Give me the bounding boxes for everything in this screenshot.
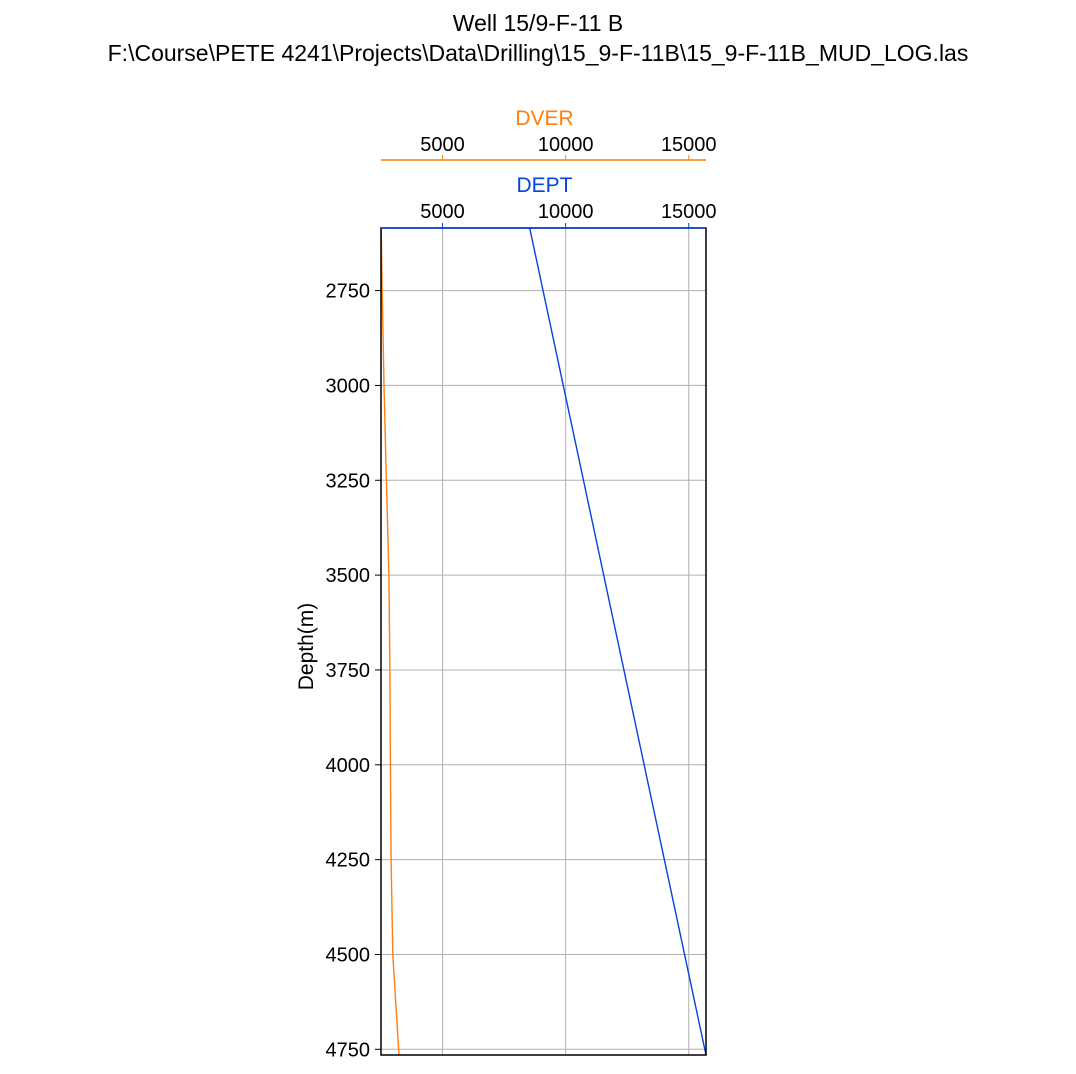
y-tick-label: 4250 <box>326 850 371 872</box>
dver-axis-label: DVER <box>515 107 573 130</box>
curve-dver <box>380 227 400 1056</box>
y-tick-label: 3750 <box>326 660 371 682</box>
dept-axis-label: DEPT <box>516 174 572 197</box>
chart-subtitle: F:\Course\PETE 4241\Projects\Data\Drilli… <box>108 40 969 66</box>
curves <box>380 227 707 1056</box>
dept-tick-label: 5000 <box>420 201 465 223</box>
y-tick-label: 3000 <box>326 375 371 397</box>
dver-tick-label: 5000 <box>420 134 465 156</box>
plot-frame <box>380 227 707 1056</box>
axes: 2750 3000 3250 3500 3750 4000 4250 4500 4750 5000… <box>295 107 717 1061</box>
y-tick-label: 3500 <box>326 565 371 587</box>
y-tick-label: 4000 <box>326 755 371 777</box>
y-tick-label: 4750 <box>326 1039 371 1061</box>
y-tick-label: 2750 <box>326 281 371 303</box>
grid <box>381 228 706 1055</box>
dver-tick-label: 15000 <box>661 134 717 156</box>
chart-title: Well 15/9-F-11 B <box>453 10 623 36</box>
y-tick-label: 4500 <box>326 944 371 966</box>
dver-tick-label: 10000 <box>538 134 594 156</box>
dept-tick-label: 10000 <box>538 201 594 223</box>
dept-tick-label: 15000 <box>661 201 717 223</box>
y-axis-label: Depth(m) <box>295 603 318 691</box>
y-tick-label: 3250 <box>326 470 371 492</box>
curve-dept <box>529 227 707 1056</box>
